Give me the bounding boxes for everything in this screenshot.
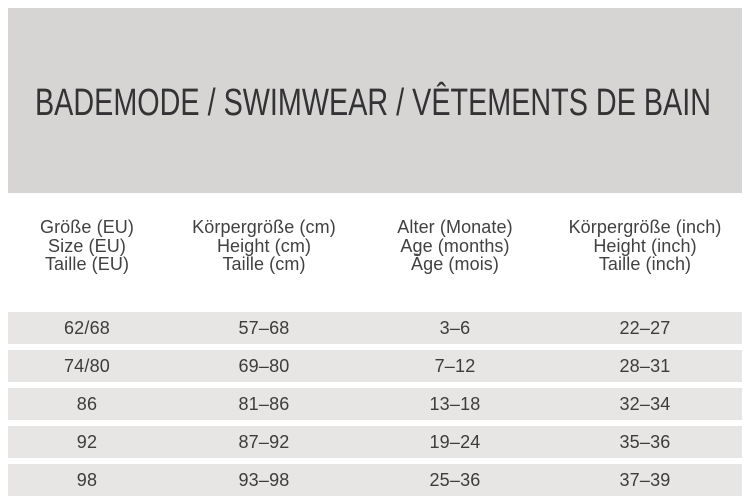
table-cell: 19–24 (429, 432, 481, 452)
header-line: Taille (EU) (44, 254, 130, 274)
table-cell: 35–36 (619, 432, 671, 452)
header-line: Height (inch) (593, 235, 697, 256)
header-line: Age (months) (400, 235, 510, 256)
table-cell: 25–36 (429, 470, 481, 490)
table-cell: 81–86 (238, 394, 290, 414)
table-cell: 93–98 (238, 470, 290, 490)
table-cell: 28–31 (619, 356, 671, 376)
page-title: BADEMODE / SWIMWEAR / VÊTEMENTS DE BAIN (35, 81, 711, 124)
table-cell: 3–6 (439, 318, 471, 338)
table-row: 86 81–86 13–18 32–34 (8, 388, 742, 420)
table-header-row: Größe (EU) Size (EU) Taille (EU) Körperg… (8, 193, 742, 312)
header-line: Height (cm) (216, 235, 312, 256)
table-cell: 87–92 (238, 432, 290, 452)
table-cell: 37–39 (619, 470, 671, 490)
header-line: Körpergröße (inch) (568, 217, 722, 237)
header-line: Größe (EU) (39, 217, 134, 237)
table-cell: 69–80 (238, 356, 290, 376)
table-cell: 7–12 (434, 356, 476, 376)
header-line: Taille (cm) (222, 254, 306, 274)
header-line: Alter (Monate) (397, 217, 513, 237)
header-line: Taille (inch) (598, 254, 692, 274)
header-cell-age-months: Alter (Monate) Age (months) Âge (mois) (362, 218, 548, 312)
table-cell: 22–27 (619, 318, 671, 338)
header-line: Âge (mois) (410, 254, 500, 274)
table-cell: 74/80 (63, 356, 111, 376)
table-row: 92 87–92 19–24 35–36 (8, 426, 742, 458)
table-row: 74/80 69–80 7–12 28–31 (8, 350, 742, 382)
header-line: Körpergröße (cm) (192, 217, 336, 237)
header-cell-height-inch: Körpergröße (inch) Height (inch) Taille … (548, 218, 742, 312)
table-cell: 57–68 (238, 318, 290, 338)
table-cell: 62/68 (63, 318, 111, 338)
header-line: Size (EU) (48, 235, 126, 256)
header-cell-size-eu: Größe (EU) Size (EU) Taille (EU) (8, 218, 166, 312)
table-row: 98 93–98 25–36 37–39 (8, 464, 742, 496)
table-cell: 86 (76, 394, 98, 414)
table-cell: 98 (76, 470, 98, 490)
table-row: 62/68 57–68 3–6 22–27 (8, 312, 742, 344)
title-banner-svg: BADEMODE / SWIMWEAR / VÊTEMENTS DE BAIN (35, 81, 711, 124)
table-body: 62/68 57–68 3–6 22–27 74/80 69–80 7–12 2… (8, 312, 742, 499)
header-cell-height-cm: Körpergröße (cm) Height (cm) Taille (cm) (166, 218, 362, 312)
table-cell: 13–18 (429, 394, 481, 414)
title-banner: BADEMODE / SWIMWEAR / VÊTEMENTS DE BAIN (8, 8, 742, 193)
table-cell: 32–34 (619, 394, 671, 414)
table-cell: 92 (76, 432, 98, 452)
